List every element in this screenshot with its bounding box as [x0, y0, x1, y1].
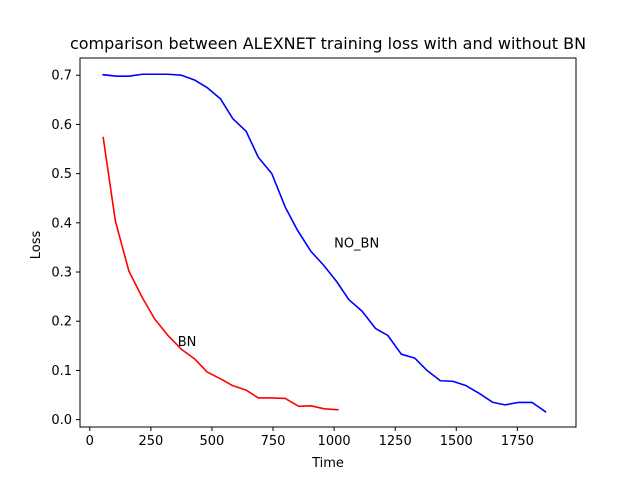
x-tick-label: 1250 [379, 434, 412, 449]
y-tick-label: 0.5 [51, 167, 72, 182]
y-tick-label: 0.3 [51, 266, 72, 281]
y-tick-label: 0.4 [51, 216, 72, 231]
x-tick-label: 0 [86, 434, 94, 449]
chart-title: comparison between ALEXNET training loss… [70, 34, 586, 53]
y-tick-label: 0.6 [51, 118, 72, 133]
series-line-red [102, 136, 339, 411]
x-tick-label: 1750 [501, 434, 534, 449]
y-tick-label: 0.0 [51, 413, 72, 428]
annotation-bn: BN [178, 335, 197, 350]
x-tick-label: 750 [261, 434, 286, 449]
x-tick-label: 1000 [318, 434, 351, 449]
x-axis-label: Time [311, 456, 344, 471]
annotation-no-bn: NO_BN [334, 236, 379, 251]
plot-frame [79, 57, 577, 428]
y-tick-label: 0.7 [51, 69, 72, 84]
x-tick-label: 1500 [440, 434, 473, 449]
y-tick-label: 0.1 [51, 364, 72, 379]
series-line-blue [102, 73, 547, 413]
x-tick-label: 250 [138, 434, 163, 449]
y-tick-label: 0.2 [51, 315, 72, 330]
y-axis-label: Loss [29, 231, 44, 260]
plot-area: 0 250 500 750 1000 1250 1500 1750 0.0 0.1 0.2 0.3 0.… [51, 57, 577, 449]
x-tick-label: 500 [200, 434, 225, 449]
